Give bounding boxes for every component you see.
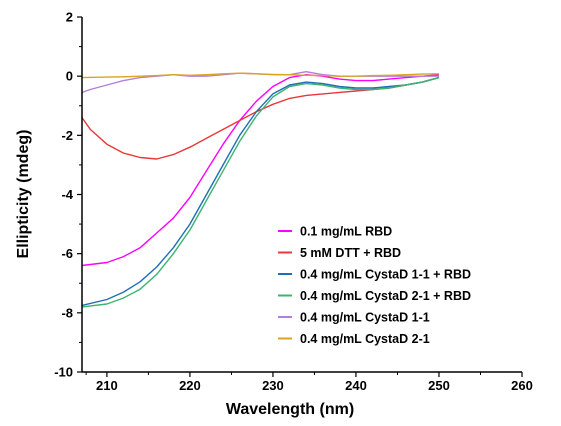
y-tick-label: -4 (61, 187, 73, 202)
x-tick-label: 240 (345, 378, 367, 393)
x-tick-label: 220 (179, 378, 201, 393)
series-line-2 (81, 76, 440, 160)
legend-label-4: 0.4 mg/mL CystaD 2-1 + RBD (300, 289, 471, 303)
x-axis-title: Wavelength (nm) (226, 401, 354, 418)
x-tick-label: 250 (428, 378, 450, 393)
x-tick-label: 230 (262, 378, 284, 393)
plot-area (81, 71, 440, 308)
legend-label-6: 0.4 mg/mL CystaD 2-1 (300, 332, 430, 346)
series-line-3 (81, 76, 440, 307)
y-tick-label: 2 (66, 10, 73, 25)
y-axis-title: Ellipticity (mdeg) (15, 130, 32, 259)
y-tick-label: -6 (61, 246, 73, 261)
x-tick-label: 260 (511, 378, 533, 393)
series-line-6 (81, 72, 440, 79)
legend-label-1: 0.1 mg/mL RBD (300, 225, 392, 239)
legend-label-3: 0.4 mg/mL CystaD 1-1 + RBD (300, 268, 471, 282)
x-tick-label: 210 (96, 378, 118, 393)
y-tick-label: 0 (66, 69, 73, 84)
y-tick-label: -8 (61, 305, 73, 320)
series-line-1 (81, 74, 440, 267)
legend-label-5: 0.4 mg/mL CystaD 1-1 (300, 311, 430, 325)
legend: 0.1 mg/mL RBD 5 mM DTT + RBD 0.4 mg/mL Cys… (278, 225, 471, 346)
axes: 210 220 230 240 250 260 2 0 -2 -4 -6 -8 -10 (54, 10, 533, 394)
legend-label-2: 5 mM DTT + RBD (300, 246, 401, 260)
y-tick-label: -2 (61, 128, 73, 143)
y-tick-label: -10 (54, 365, 73, 380)
series-line-4 (81, 76, 440, 308)
